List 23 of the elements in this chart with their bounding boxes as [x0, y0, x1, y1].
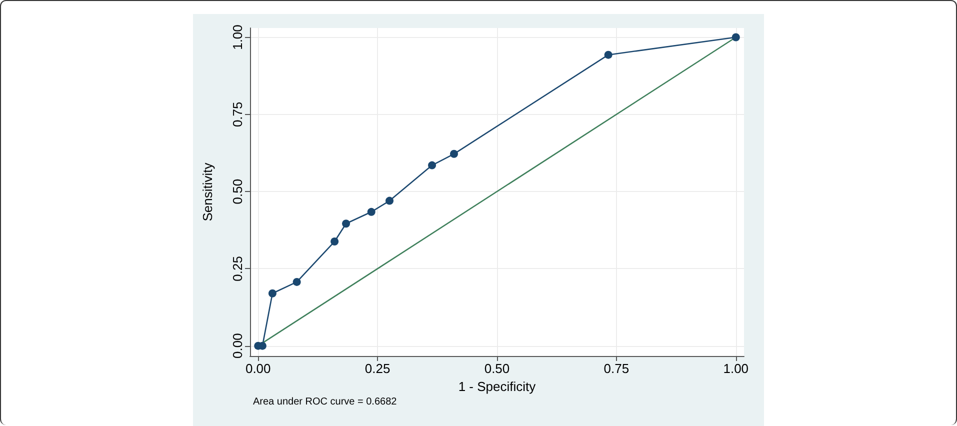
y-tick-label: 0.25	[230, 256, 245, 282]
point	[330, 238, 339, 246]
x-axis-title: 1 - Specificity	[458, 378, 536, 394]
point	[292, 278, 301, 286]
x-tick-label: 0.25	[364, 361, 390, 376]
point	[386, 196, 394, 205]
point	[604, 50, 612, 59]
y-tick-label: 0.00	[230, 333, 245, 358]
point	[732, 33, 740, 42]
x-tick-label: 0.00	[245, 361, 271, 376]
y-tick-label: 0.75	[230, 102, 245, 128]
y-tick-label: 0.50	[230, 178, 245, 204]
point	[342, 220, 350, 228]
point	[450, 150, 458, 158]
x-tick-label: 0.75	[604, 361, 630, 376]
x-tick-label: 1.00	[723, 361, 749, 376]
y-axis-title: Sensitivity	[200, 162, 215, 222]
y-tick-label: 1.00	[230, 24, 245, 50]
point	[428, 161, 436, 170]
text: Area under ROC curve = 0.6682	[253, 396, 398, 408]
point	[268, 289, 276, 298]
x-tick-label: 0.50	[484, 361, 510, 376]
point	[367, 208, 376, 216]
